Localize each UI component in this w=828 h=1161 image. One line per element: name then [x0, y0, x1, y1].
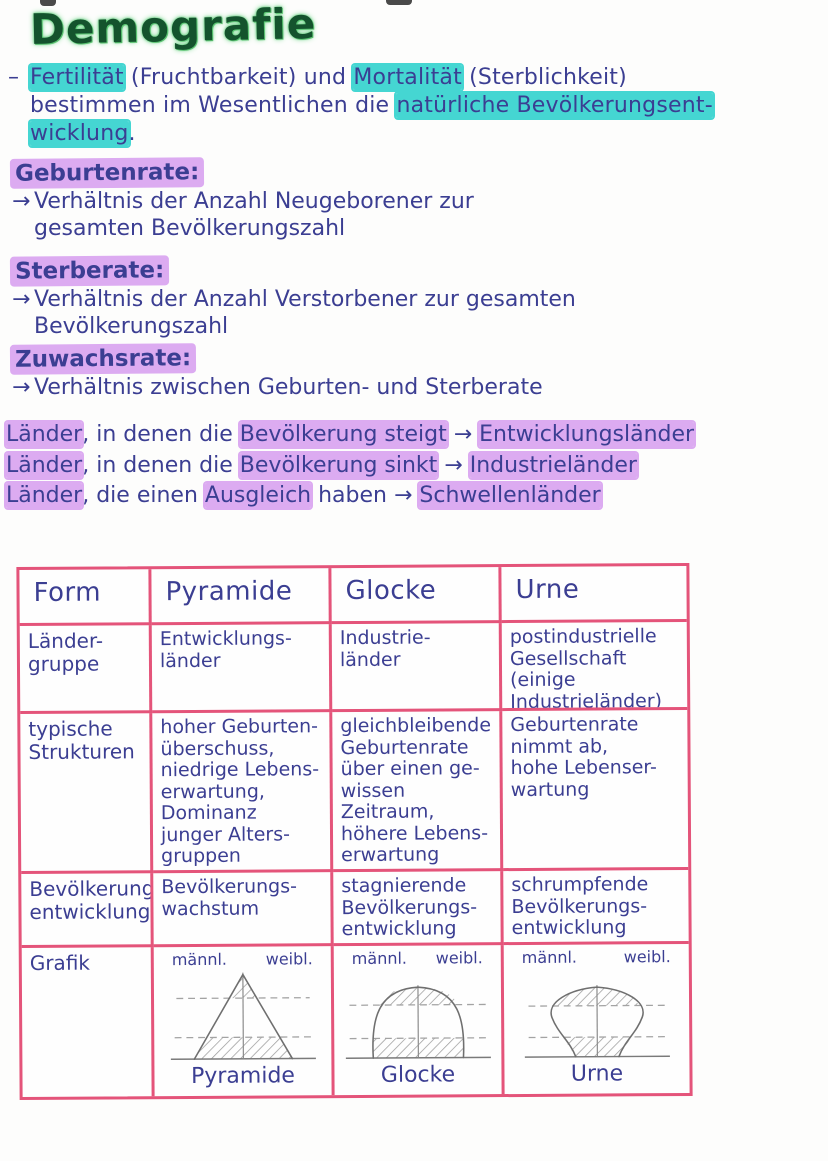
intro-text: (Sterblichkeit) — [461, 65, 627, 90]
chart-axis-labels: männl. weibl. — [336, 948, 499, 969]
highlighted-term: Länder — [6, 483, 83, 508]
intro-text: bestimmen im Wesentlichen die — [30, 93, 397, 118]
highlighted-term: natürliche Bevölkerungsent- — [396, 93, 713, 118]
arrow-text: → — [437, 452, 470, 478]
laender-line: Länder, in denen die Bevölkerung steigt … — [6, 420, 695, 451]
section-text: Verhältnis der Anzahl Verstorbener zur g… — [34, 287, 576, 312]
laender-conclusions: Länder, in denen die Bevölkerung steigt … — [6, 420, 695, 512]
laender-text: , in denen die — [82, 452, 240, 478]
row-label-laendergruppe: Länder- gruppe — [19, 625, 153, 715]
pyramid-shape-drawing — [170, 972, 316, 1061]
table-header-pyramide: Pyramide — [151, 568, 332, 626]
intro-line: bestimmen im Wesentlichen die natürliche… — [30, 92, 713, 120]
section-line: → Verhältnis der Anzahl Verstorbener zur… — [12, 286, 576, 313]
table-header-urne: Urne — [501, 565, 687, 624]
highlighted-term: Ausgleich — [204, 483, 312, 508]
table-header-glocke: Glocke — [331, 567, 502, 625]
row-label-grafik: Grafik — [21, 947, 155, 1098]
section-sterberate: Sterberate: → Verhältnis der Anzahl Vers… — [11, 257, 576, 340]
arrow-icon: → — [12, 287, 31, 312]
highlighted-term: Fertilität — [30, 65, 124, 90]
demography-table: Form Pyramide Glocke Urne Länder- gruppe… — [16, 562, 693, 1101]
intro-paragraph: – Fertilität (Fruchtbarkeit) und Mortali… — [8, 64, 713, 148]
arrow-icon: → — [12, 189, 31, 214]
table-cell: Entwicklungs- länder — [151, 624, 333, 714]
laender-line: Länder, in denen die Bevölkerung sinkt →… — [6, 451, 694, 482]
table-cell: gleichbleibende Geburtenrate über einen … — [332, 711, 504, 873]
section-line: → Verhältnis der Anzahl Neugeborener zur — [12, 188, 474, 215]
laender-text: , die einen — [82, 483, 205, 508]
highlighted-term: Schwellenländer — [419, 483, 601, 508]
label-weiblich: weibl. — [623, 947, 671, 967]
table-cell: Industrie- länder — [331, 623, 503, 713]
section-text: gesamten Bevölkerungszahl — [34, 216, 346, 241]
label-maennlich: männl. — [521, 947, 578, 967]
intro-text: (Fruchtbarkeit) und — [123, 65, 354, 90]
section-text: Verhältnis der Anzahl Neugeborener zur — [34, 189, 474, 214]
section-heading: Geburtenrate: — [11, 159, 203, 187]
section-line: Bevölkerungszahl — [12, 313, 576, 340]
laender-line: Länder, die einen Ausgleich haben → Schw… — [6, 481, 694, 512]
highlighted-term: Länder — [6, 422, 83, 447]
section-heading: Sterberate: — [11, 257, 168, 285]
chart-caption: Pyramide — [190, 1063, 295, 1090]
intro-line: Fertilität (Fruchtbarkeit) und Mortalitä… — [30, 64, 713, 92]
section-line: gesamten Bevölkerungszahl — [12, 215, 474, 242]
section-line: → Verhältnis zwischen Geburten- und Ster… — [12, 374, 543, 401]
table-cell: postindustrielle Gesellschaft (einige In… — [501, 621, 688, 712]
page-title: Demografie — [29, 0, 317, 54]
label-maennlich: männl. — [351, 948, 408, 969]
table-cell: hoher Geburten- überschuss, niedrige Leb… — [152, 712, 334, 874]
bullet-dash: – — [8, 65, 20, 90]
bell-shape-drawing — [345, 985, 491, 1059]
table-cell: Geburtenrate nimmt ab, hohe Lebenser- wa… — [502, 709, 689, 872]
table-cell: Bevölkerungs- wachstum — [153, 872, 334, 948]
table-cell: schrumpfende Bevölkerungs- entwicklung — [503, 869, 689, 946]
arrow-icon: → — [12, 375, 31, 400]
highlighted-term: Entwicklungsländer — [479, 422, 695, 447]
intro-line: wicklung. — [30, 120, 713, 148]
section-text: Bevölkerungszahl — [34, 314, 229, 339]
scan-artifact — [386, 0, 412, 5]
table-header-form: Form — [19, 569, 152, 627]
highlighted-term: Länder — [6, 452, 83, 478]
label-maennlich: männl. — [171, 949, 228, 970]
label-weiblich: weibl. — [265, 949, 313, 969]
highlighted-term: Bevölkerung sinkt — [239, 452, 438, 478]
section-geburtenrate: Geburtenrate: → Verhältnis der Anzahl Ne… — [11, 159, 474, 242]
highlighted-term: wicklung — [30, 121, 129, 146]
scan-artifact — [40, 0, 56, 6]
section-heading: Zuwachsrate: — [11, 345, 195, 373]
table-cell: stagnierende Bevölkerungs- entwicklung — [333, 871, 504, 947]
chart-caption: Glocke — [380, 1062, 456, 1088]
highlighted-term: Bevölkerung steigt — [239, 422, 447, 447]
label-weiblich: weibl. — [435, 948, 483, 968]
chart-axis-labels: männl. weibl. — [506, 947, 687, 967]
urn-shape-drawing — [524, 985, 670, 1058]
highlighted-term: Mortalität — [353, 65, 462, 90]
chart-cell-pyramide: männl. weibl. Pyramide — [153, 946, 335, 1097]
section-zuwachsrate: Zuwachsrate: → Verhältnis zwischen Gebur… — [11, 345, 543, 401]
chart-caption: Urne — [570, 1061, 624, 1087]
chart-cell-glocke: männl. weibl. Glocke — [333, 945, 505, 1096]
chart-axis-labels: männl. weibl. — [156, 949, 329, 970]
highlighted-term: Industrieländer — [469, 452, 637, 478]
arrow-text: → — [446, 422, 480, 447]
laender-text: , in denen die — [82, 422, 240, 447]
row-label-bevoelkerungsentwicklung: Bevölkerungs- entwicklung — [21, 873, 154, 949]
section-text: Verhältnis zwischen Geburten- und Sterbe… — [34, 375, 543, 400]
intro-text: . — [128, 121, 136, 146]
row-label-typische-strukturen: typische Strukturen — [20, 713, 154, 875]
arrow-text: haben → — [311, 483, 420, 508]
chart-cell-urne: männl. weibl. Urne — [504, 944, 690, 1094]
